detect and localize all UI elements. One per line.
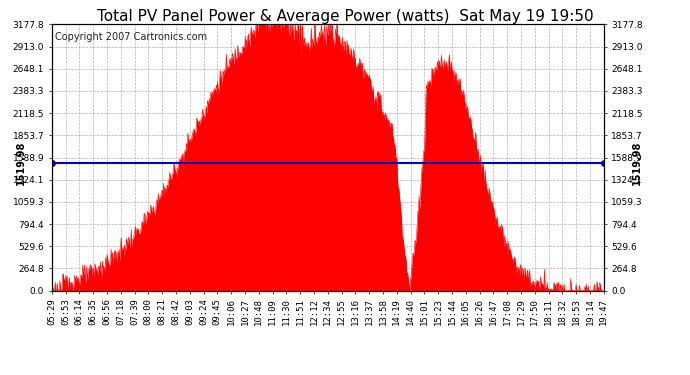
Text: Copyright 2007 Cartronics.com: Copyright 2007 Cartronics.com xyxy=(55,32,206,42)
Text: 1519.98: 1519.98 xyxy=(632,141,642,186)
Text: Total PV Panel Power & Average Power (watts)  Sat May 19 19:50: Total PV Panel Power & Average Power (wa… xyxy=(97,9,593,24)
Text: 1519.98: 1519.98 xyxy=(17,141,26,186)
